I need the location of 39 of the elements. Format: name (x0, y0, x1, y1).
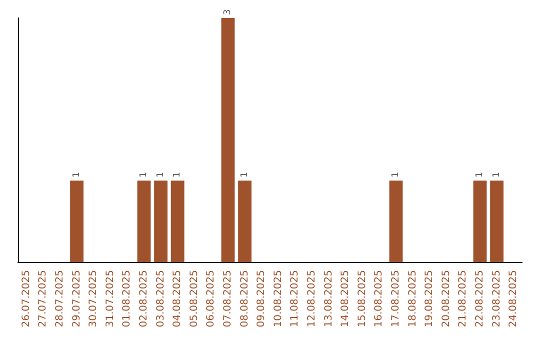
x-tick-label: 23.08.2025 (491, 270, 502, 328)
x-tick-label: 02.08.2025 (138, 270, 150, 328)
x-tick-label: 20.08.2025 (440, 270, 452, 328)
x-tick-label: 21.08.2025 (458, 270, 469, 328)
x-tick-label: 10.08.2025 (272, 270, 284, 328)
x-tick-label: 01.08.2025 (122, 270, 133, 328)
x-tick-label: 28.07.2025 (54, 270, 66, 328)
data-label: 1 (240, 172, 250, 178)
data-label: 1 (492, 172, 502, 178)
data-label: 1 (156, 172, 166, 178)
x-tick-label: 08.08.2025 (239, 270, 250, 328)
data-label: 1 (475, 172, 485, 178)
x-tick-label: 22.08.2025 (474, 270, 486, 328)
x-tick-label: 17.08.2025 (390, 270, 402, 328)
x-tick-label: 04.08.2025 (172, 270, 184, 328)
x-tick-label: 09.08.2025 (256, 270, 268, 328)
x-tick-label: 31.07.2025 (104, 270, 116, 328)
x-tick-label: 14.08.2025 (340, 270, 352, 328)
x-tick-label: 27.07.2025 (38, 270, 49, 328)
x-tick-label: 12.08.2025 (306, 270, 318, 328)
x-tick-label: 15.08.2025 (356, 270, 368, 328)
x-tick-label: 18.08.2025 (407, 270, 418, 328)
data-label: 1 (72, 172, 82, 178)
x-tick-label: 24.08.2025 (508, 270, 520, 328)
x-tick-label: 30.07.2025 (88, 270, 100, 328)
data-label: 3 (223, 9, 233, 15)
x-tick-label: 11.08.2025 (290, 270, 301, 328)
x-tick-label: 16.08.2025 (374, 270, 385, 328)
x-tick-label: 06.08.2025 (206, 270, 217, 328)
x-tick-label: 19.08.2025 (424, 270, 436, 328)
x-tick-label: 13.08.2025 (323, 270, 334, 328)
x-tick-label: 07.08.2025 (222, 270, 234, 328)
x-tick-label: 05.08.2025 (188, 270, 200, 328)
data-label: 1 (391, 172, 401, 178)
data-label: 1 (172, 172, 183, 178)
x-tick-label: 26.07.2025 (20, 270, 32, 328)
x-tick-label: 29.07.2025 (71, 270, 82, 328)
x-tick-label: 03.08.2025 (155, 270, 166, 328)
data-label: 1 (139, 172, 149, 178)
